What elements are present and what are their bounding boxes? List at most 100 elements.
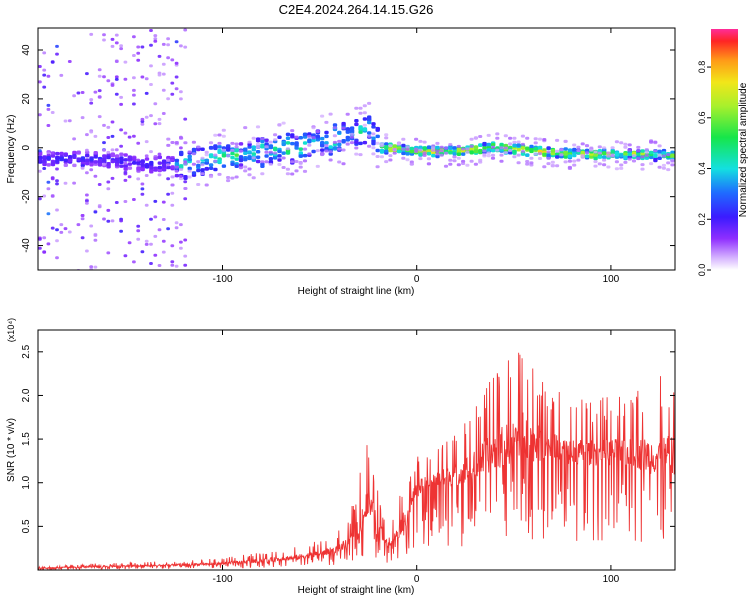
- spectrogram-cell: [294, 169, 299, 173]
- spectrogram-cell: [38, 237, 42, 241]
- spectrogram-cell: [166, 192, 170, 196]
- spectrogram-cell: [191, 147, 197, 152]
- spectrogram-cell: [661, 154, 666, 158]
- spectrogram-cell: [179, 90, 183, 94]
- spectrogram-cell: [307, 152, 312, 156]
- spectrogram-cell: [294, 135, 299, 139]
- spectrogram-cell: [277, 154, 282, 158]
- spectrogram-cell: [478, 148, 483, 153]
- spectrogram-cell: [546, 162, 551, 166]
- spectrogram-cell: [114, 75, 119, 79]
- spectrogram-cell: [85, 150, 90, 155]
- spectrogram-cell: [503, 151, 508, 155]
- spectrogram-cell: [431, 146, 436, 150]
- spectrogram-cell: [298, 165, 303, 169]
- spectrogram-cell: [166, 97, 170, 101]
- spectrogram-cell: [516, 143, 521, 148]
- spectrogram-cell: [384, 142, 389, 146]
- spectrogram-cell: [238, 158, 244, 163]
- spectrogram-cell: [93, 160, 98, 164]
- spectrogram-cell: [46, 124, 51, 127]
- spectrogram-cell: [619, 166, 624, 170]
- spectrogram-cell: [533, 147, 538, 151]
- spectrogram-cell: [371, 141, 376, 146]
- spectrogram-cell: [542, 138, 547, 141]
- snr-frame: [37, 329, 676, 571]
- spectrogram-cell: [42, 68, 47, 72]
- spectrogram-cell: [208, 145, 214, 150]
- spectrogram-cell: [281, 156, 286, 160]
- spectrogram-cell: [144, 203, 149, 207]
- spectrogram-cell: [230, 176, 235, 180]
- spectrogram-cell: [251, 136, 256, 140]
- spectrogram-cell: [555, 138, 560, 142]
- spectrogram-cell: [166, 158, 170, 162]
- spectrogram-cell: [110, 148, 115, 152]
- spectrogram-cell: [260, 172, 265, 176]
- spectrogram-cell: [311, 136, 316, 140]
- spectrogram-cell: [102, 141, 106, 145]
- spectrogram-cell: [97, 68, 102, 72]
- spectrogram-cell: [106, 155, 111, 160]
- spectrogram-cell: [508, 149, 513, 152]
- spectrogram-cell: [106, 136, 111, 139]
- spectrogram-cell: [486, 154, 491, 158]
- spectrogram-cell: [179, 44, 183, 48]
- spectrogram-cell: [324, 134, 329, 139]
- spectrogram-cell: [580, 142, 585, 146]
- spectrogram-cell: [290, 129, 295, 133]
- spectrogram-cell: [170, 260, 175, 264]
- spectrogram-cell: [516, 148, 521, 152]
- spectrogram-cell: [166, 155, 171, 160]
- spectrogram-cell: [85, 148, 89, 152]
- spectrogram-cell: [388, 147, 393, 153]
- spectrogram-cell: [670, 159, 675, 163]
- spectrogram-cell: [371, 132, 376, 136]
- spectrogram-cell: [320, 144, 325, 148]
- spectrogram-cell: [132, 156, 137, 160]
- spectrogram-cell: [452, 159, 457, 163]
- spectrogram-cell: [341, 162, 346, 166]
- spectrogram-cell: [114, 41, 119, 45]
- spectrogram-cell: [486, 148, 491, 152]
- spectrogram-cell: [149, 43, 153, 47]
- spectrogram-cell: [187, 175, 192, 179]
- spectrogram-cell: [503, 146, 508, 150]
- spectrogram-cell: [140, 192, 145, 196]
- spectrogram-cell: [204, 153, 209, 157]
- spectrogram-cell: [490, 153, 496, 157]
- spectrogram-cell: [644, 150, 649, 154]
- spectrogram-cell: [273, 133, 278, 137]
- spectrogram-cell: [285, 147, 290, 151]
- spectrogram-cell: [435, 149, 440, 153]
- spectrogram-cell: [179, 240, 183, 244]
- spectrogram-cell: [89, 265, 94, 269]
- spectrogram-cell: [208, 166, 214, 170]
- spectrogram-cell: [102, 217, 106, 221]
- spectrogram-cell: [157, 161, 162, 165]
- spectrogram-cell: [627, 148, 632, 152]
- spectrogram-cell: [106, 251, 111, 255]
- spectrogram-cell: [572, 163, 577, 167]
- spectrogram-cell: [187, 169, 192, 173]
- spectrogram-cell: [606, 165, 611, 169]
- spectrogram-cell: [38, 80, 42, 84]
- spectrogram-cell: [153, 253, 158, 257]
- spectrogram-cell: [221, 148, 226, 152]
- spectrogram-cell: [119, 44, 123, 48]
- spectrogram-cell: [405, 145, 410, 149]
- spectrogram-cell: [123, 254, 128, 258]
- spectrogram-cell: [183, 175, 188, 180]
- spectrogram-cell: [602, 163, 607, 167]
- spectrogram-cell: [593, 164, 598, 168]
- spectrogram-cell: [89, 101, 94, 105]
- spectrogram-cell: [367, 144, 372, 148]
- spectrogram-cell: [136, 158, 141, 162]
- spectrogram-cell: [251, 145, 256, 149]
- spectrogram-cell: [512, 140, 517, 144]
- spectrogram-cell: [80, 116, 85, 120]
- spectrogram-cell: [72, 181, 76, 185]
- spectrogram-cell: [213, 153, 218, 157]
- spectrogram-cell: [174, 226, 179, 230]
- spectrogram-cell: [46, 151, 51, 155]
